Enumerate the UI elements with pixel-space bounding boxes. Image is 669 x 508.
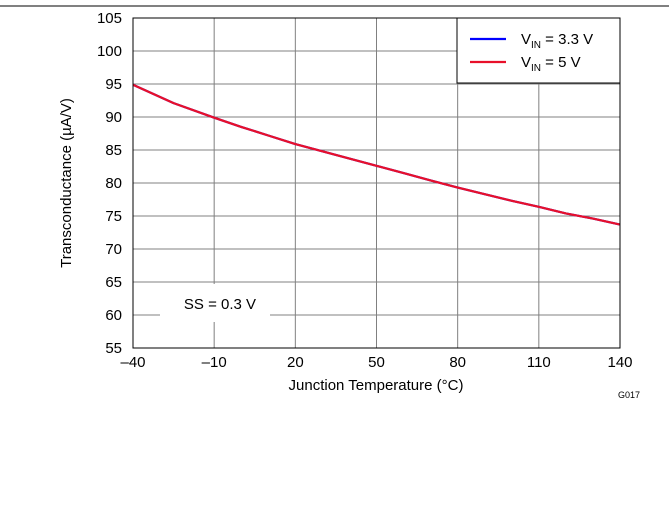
y-tick-label: 70	[105, 241, 122, 258]
y-axis-title: Transconductance (µA/V)	[58, 98, 75, 268]
figure-id: G017	[618, 390, 640, 400]
y-tick-label: 90	[105, 109, 122, 126]
legend-label-vin-3v3: VIN = 3.3 V	[521, 31, 593, 51]
x-tick-label: 110	[527, 354, 551, 371]
y-tick-label: 65	[105, 274, 122, 291]
y-tick-label: 85	[105, 142, 122, 159]
x-tick-label: 80	[449, 354, 466, 371]
y-tick-label: 95	[105, 76, 122, 93]
legend-label-vin-5v: VIN = 5 V	[521, 54, 581, 74]
x-axis-title: Junction Temperature (°C)	[289, 377, 464, 394]
y-tick-labels: 55 60 65 70 75 80 85 90 95 100 105	[97, 10, 122, 357]
x-tick-label: 140	[607, 354, 632, 371]
y-tick-label: 60	[105, 307, 122, 324]
y-tick-label: 105	[97, 10, 122, 27]
x-tick-label: –40	[120, 354, 145, 371]
annotation-text: SS = 0.3 V	[184, 296, 256, 313]
x-tick-label: 20	[287, 354, 304, 371]
legend: VIN = 3.3 V VIN = 5 V	[456, 17, 621, 84]
x-tick-label: 50	[368, 354, 385, 371]
x-tick-labels: –40 –10 20 50 80 110 140	[120, 354, 632, 371]
y-tick-label: 75	[105, 208, 122, 225]
y-tick-label: 100	[97, 43, 122, 60]
annotation-background	[160, 284, 270, 322]
series-line-vin-5v	[132, 83, 621, 226]
y-tick-label: 80	[105, 175, 122, 192]
series-lines	[132, 83, 621, 226]
y-tick-label: 55	[105, 340, 122, 357]
plot-frame	[132, 17, 621, 349]
annotation-box: SS = 0.3 V	[160, 284, 270, 322]
legend-box	[456, 17, 621, 84]
x-tick-label: –10	[202, 354, 227, 371]
